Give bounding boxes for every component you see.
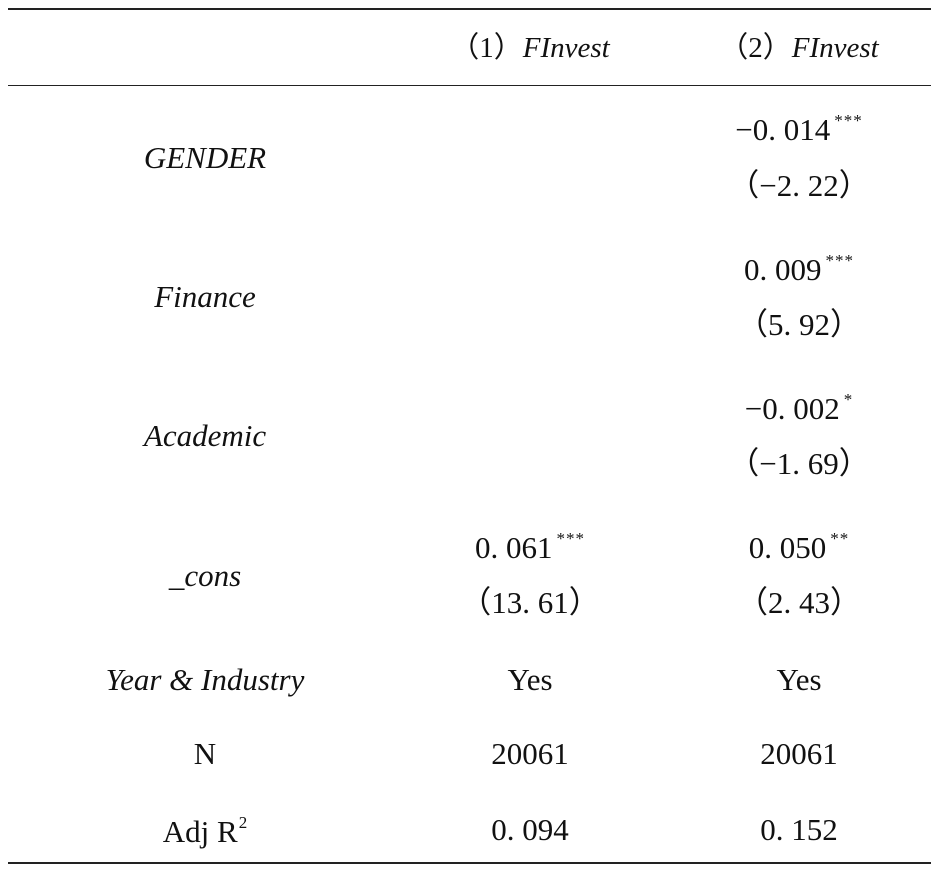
column-number: （1）	[450, 32, 523, 64]
row-label-adj-r2: Adj R2	[162, 813, 248, 849]
superscript: 2	[238, 813, 248, 832]
adj-r2-col2: 0. 152	[760, 812, 838, 847]
significance-stars: **	[830, 529, 850, 548]
controls-col1: Yes	[507, 662, 553, 697]
column-name: FInvest	[791, 32, 879, 64]
adj-r2-col1: 0. 094	[491, 812, 569, 847]
column-name: FInvest	[522, 32, 610, 64]
row-label-n: N	[193, 736, 217, 771]
row-label-academic: Academic	[143, 418, 267, 453]
row-label-gender: GENDER	[143, 140, 267, 175]
controls-col2: Yes	[776, 662, 822, 697]
coef-cons-col2: 0. 050 **	[748, 529, 850, 565]
n-col1: 20061	[491, 736, 569, 771]
column-number: （2）	[719, 32, 792, 64]
tstat-cons-col2: （2. 43）	[737, 585, 861, 620]
column-header-2: （2）FInvest	[668, 34, 930, 63]
significance-stars: *	[843, 390, 854, 409]
significance-stars: ***	[556, 529, 585, 548]
significance-stars: ***	[825, 251, 854, 270]
coef-academic-col2: −0. 002 *	[744, 390, 854, 426]
row-label-finance: Finance	[154, 279, 256, 314]
n-col2: 20061	[760, 736, 838, 771]
top-rule	[8, 8, 931, 10]
tstat-cons-col1: （13. 61）	[460, 585, 600, 620]
bottom-rule	[8, 862, 931, 864]
column-header-1: （1）FInvest	[400, 34, 660, 63]
coef-cons-col1: 0. 061 ***	[475, 529, 585, 565]
row-label-controls: Year & Industry	[105, 662, 305, 697]
tstat-finance-col2: （5. 92）	[737, 307, 861, 342]
row-label-cons: _cons	[168, 558, 242, 593]
tstat-gender-col2: （−2. 22）	[728, 168, 870, 203]
significance-stars: ***	[834, 111, 863, 130]
tstat-academic-col2: （−1. 69）	[728, 446, 870, 481]
coef-gender-col2: −0. 014 ***	[735, 111, 863, 147]
header-rule	[8, 85, 931, 86]
coef-finance-col2: 0. 009 ***	[744, 251, 854, 287]
